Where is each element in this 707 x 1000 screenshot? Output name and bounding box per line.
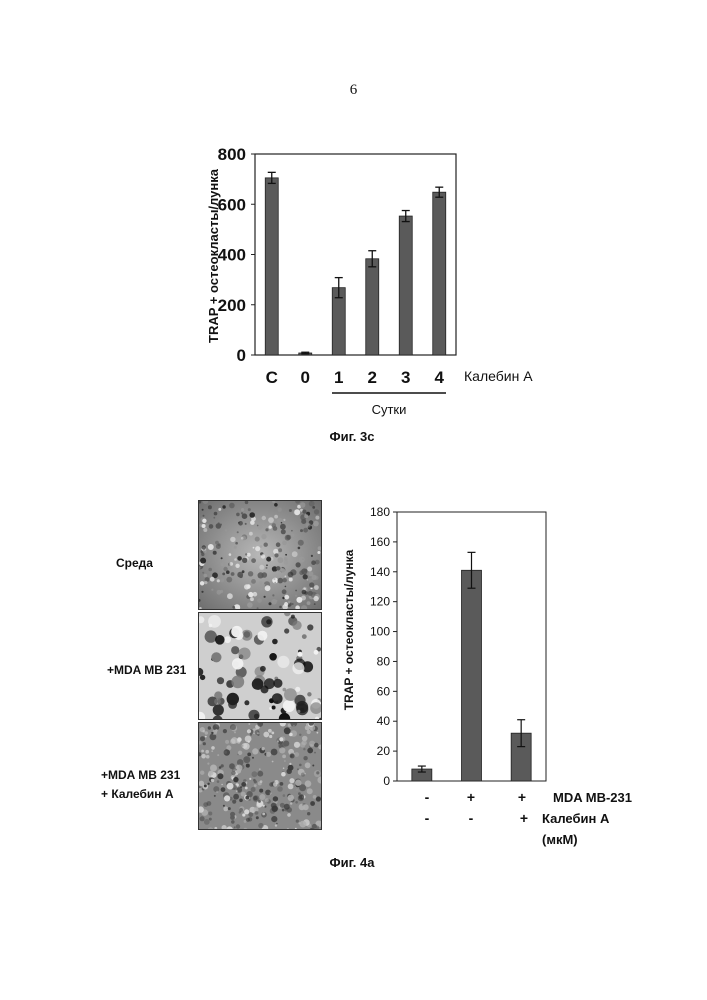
chart-fig-3c: 0 200 400 600 800 C 0 1 2 3 4 TRAP + остеокласты/л…: [0, 0, 707, 460]
chart1-bar-3: [399, 216, 412, 355]
chart2-condition-mark: +: [520, 810, 528, 826]
chart2-condition-unit: (мкМ): [542, 832, 578, 847]
chart1-y-axis-label: TRAP + остеокласты/лунка: [206, 168, 221, 343]
chart1-x-tick-label: C: [266, 368, 278, 387]
chart2-condition-name: Калебин А: [542, 811, 610, 826]
chart1-group-label: Сутки: [372, 402, 407, 417]
chart2-y-tick-label: 20: [377, 744, 391, 758]
chart2-condition-mark: +: [467, 789, 475, 805]
chart1-category-annotation: Калебин A: [464, 368, 533, 384]
chart1-y-tick-label: 200: [218, 296, 246, 315]
chart2-conditions: - + + MDA MB-231 - - + Калебин А (мкМ): [425, 789, 632, 847]
chart2-bar-2: [462, 570, 482, 781]
chart1-y-tick-label: 600: [218, 195, 246, 214]
chart2-condition-mark: -: [425, 789, 430, 805]
chart2-condition-mark: -: [425, 810, 430, 826]
chart-fig-4a: 0 20 40 60 80 100 120 140 160 180 TRAP + остеокла…: [0, 480, 707, 880]
chart2-caption: Фиг. 4а: [330, 855, 376, 870]
chart1-frame: [255, 154, 456, 355]
chart1-bar-2: [366, 259, 379, 355]
chart2-y-tick-label: 120: [370, 595, 390, 609]
chart1-caption: Фиг. 3с: [330, 429, 375, 444]
chart1-x-tick-label: 3: [401, 368, 410, 387]
chart1-bar-C: [265, 178, 278, 355]
chart2-y-axis-label: TRAP + остеокласты/лунка: [342, 549, 356, 710]
chart2-y-tick-label: 140: [370, 565, 390, 579]
chart1-x-tick-label: 0: [301, 368, 310, 387]
chart2-bars: [412, 552, 531, 781]
chart1-x-tick-label: 4: [435, 368, 445, 387]
chart2-y-tick-label: 80: [377, 654, 391, 668]
chart1-y-tick-label: 400: [218, 246, 246, 265]
chart2-y-tick-label: 160: [370, 535, 390, 549]
chart1-y-tick-label: 0: [237, 346, 246, 365]
chart2-condition-mark: +: [518, 789, 526, 805]
chart1-bars: [265, 172, 446, 355]
chart1-y-tick-label: 800: [218, 145, 246, 164]
chart1-x-tick-label: 1: [334, 368, 343, 387]
chart2-condition-name: MDA MB-231: [553, 790, 632, 805]
chart2-condition-mark: -: [469, 810, 474, 826]
chart2-y-tick-label: 60: [377, 684, 391, 698]
chart1-bar-4: [433, 192, 446, 355]
chart2-y-tick-label: 180: [370, 505, 390, 519]
chart1-x-tick-label: 2: [368, 368, 377, 387]
chart2-y-tick-label: 0: [383, 774, 390, 788]
chart2-y-tick-label: 40: [377, 714, 391, 728]
chart2-y-tick-label: 100: [370, 625, 390, 639]
